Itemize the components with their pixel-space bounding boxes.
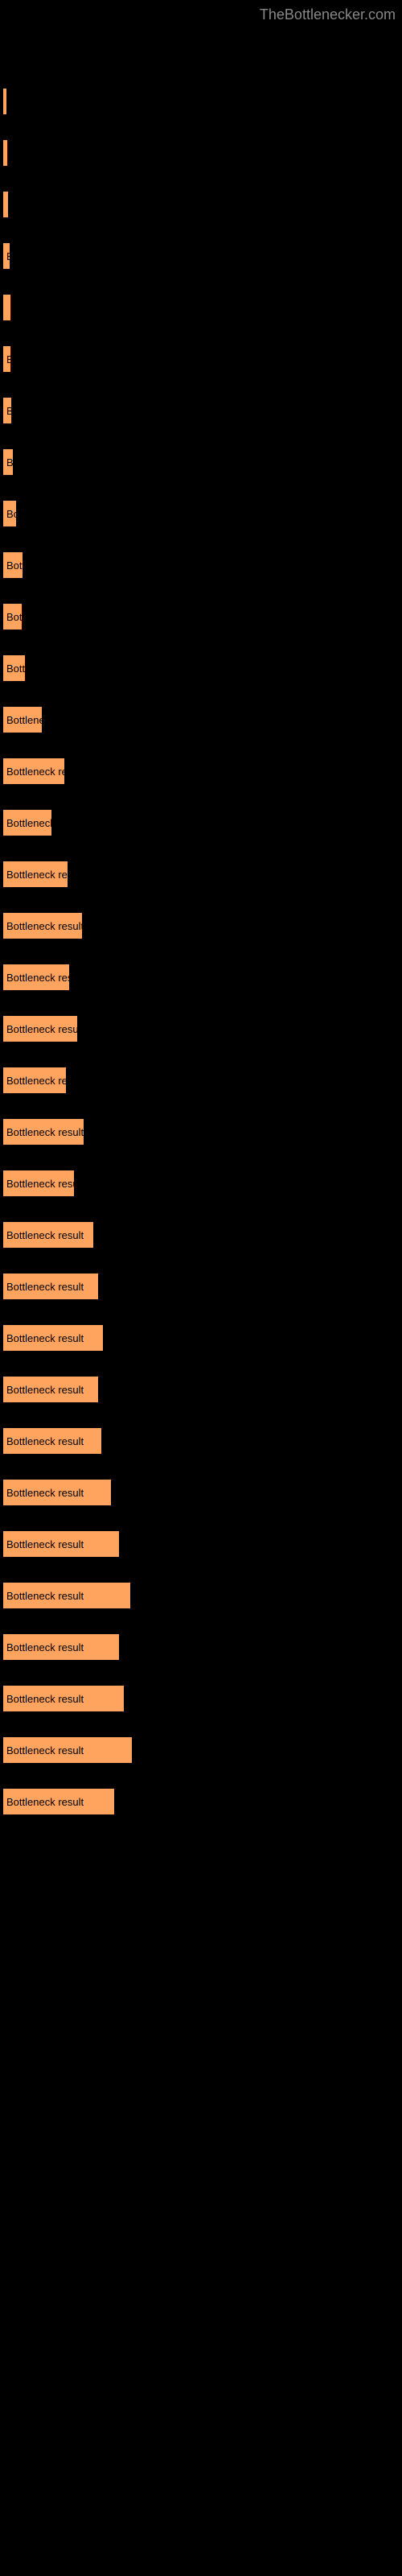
bar-row: Bottleneck res (3, 861, 402, 887)
bar-row: Bottleneck result (3, 1119, 402, 1145)
bar: Bottleneck result (3, 913, 82, 939)
bar: Bott (3, 552, 23, 578)
bar: Bottleneck result (3, 1737, 132, 1763)
bar: B (3, 243, 10, 269)
bar: Bottleneck result (3, 1480, 111, 1505)
bar: Bottleneck result (3, 1377, 98, 1402)
bar-row: Bott (3, 552, 402, 578)
bar-row: Bottleneck res (3, 964, 402, 990)
bar-row: Bottleneck result (3, 1531, 402, 1557)
bar-row: Bottleneck result (3, 1789, 402, 1814)
bar-row: Bottleneck result (3, 1325, 402, 1351)
bar-row: Bottleneck (3, 810, 402, 836)
bar: Bottleneck result (3, 1428, 101, 1454)
bar-row: Bottleneck re (3, 1067, 402, 1093)
bar-row (3, 192, 402, 217)
bar-row: Bottleneck result (3, 1737, 402, 1763)
bar: Bottleneck result (3, 1583, 130, 1608)
bar: Bottleneck result (3, 1634, 119, 1660)
bar-row: B (3, 243, 402, 269)
bar: Bottleneck resul (3, 1016, 77, 1042)
bar: Bottleneck result (3, 1686, 124, 1711)
bar: Bottleneck re (3, 758, 64, 784)
bar (3, 295, 10, 320)
bar: Bott (3, 655, 25, 681)
bar: Bottleneck res (3, 964, 69, 990)
bar: Bottleneck resu (3, 1170, 74, 1196)
bar-row: Bottleneck result (3, 1686, 402, 1711)
bar-row: Bottleneck result (3, 1274, 402, 1299)
bar: Bottleneck result (3, 1325, 103, 1351)
bar-row: Bottleneck result (3, 1634, 402, 1660)
bar: Bottleneck result (3, 1789, 114, 1814)
bar-row: Bottleneck result (3, 1480, 402, 1505)
bar: Bottleneck result (3, 1222, 93, 1248)
bar: Bot (3, 604, 22, 630)
bar-row: B (3, 398, 402, 423)
bar-row: Bottleneck resul (3, 1016, 402, 1042)
bar: Bottleneck re (3, 1067, 66, 1093)
bar-row: Bottleneck result (3, 1428, 402, 1454)
bar: Bottleneck result (3, 1119, 84, 1145)
watermark-text: TheBottlenecker.com (260, 6, 396, 23)
bar-row: Bo (3, 501, 402, 526)
bar-row (3, 89, 402, 114)
bar-row: Bottleneck resu (3, 1170, 402, 1196)
bar-row: Bottlene (3, 707, 402, 733)
bar-row: Bot (3, 604, 402, 630)
bar-row (3, 140, 402, 166)
bar-row: Bottleneck re (3, 758, 402, 784)
bar: Bottleneck (3, 810, 51, 836)
bar-row: B (3, 449, 402, 475)
bar (3, 140, 7, 166)
bar: Bo (3, 501, 16, 526)
bar: Bottleneck result (3, 1274, 98, 1299)
bar-row: Bottleneck result (3, 1583, 402, 1608)
bar: Bottleneck result (3, 1531, 119, 1557)
bar: B (3, 398, 11, 423)
chart-container: B B B B Bo Bott Bot Bott Bottlene Bottleneck re Bo… (0, 0, 402, 1864)
bar (3, 192, 8, 217)
bar-row: Bottleneck result (3, 1222, 402, 1248)
bar-row: B (3, 346, 402, 372)
bar-row (3, 295, 402, 320)
bar: B (3, 449, 13, 475)
bar-row: Bott (3, 655, 402, 681)
bar: B (3, 346, 10, 372)
bar (3, 89, 6, 114)
bar: Bottleneck res (3, 861, 68, 887)
bar-row: Bottleneck result (3, 913, 402, 939)
bar: Bottlene (3, 707, 42, 733)
bar-row: Bottleneck result (3, 1377, 402, 1402)
